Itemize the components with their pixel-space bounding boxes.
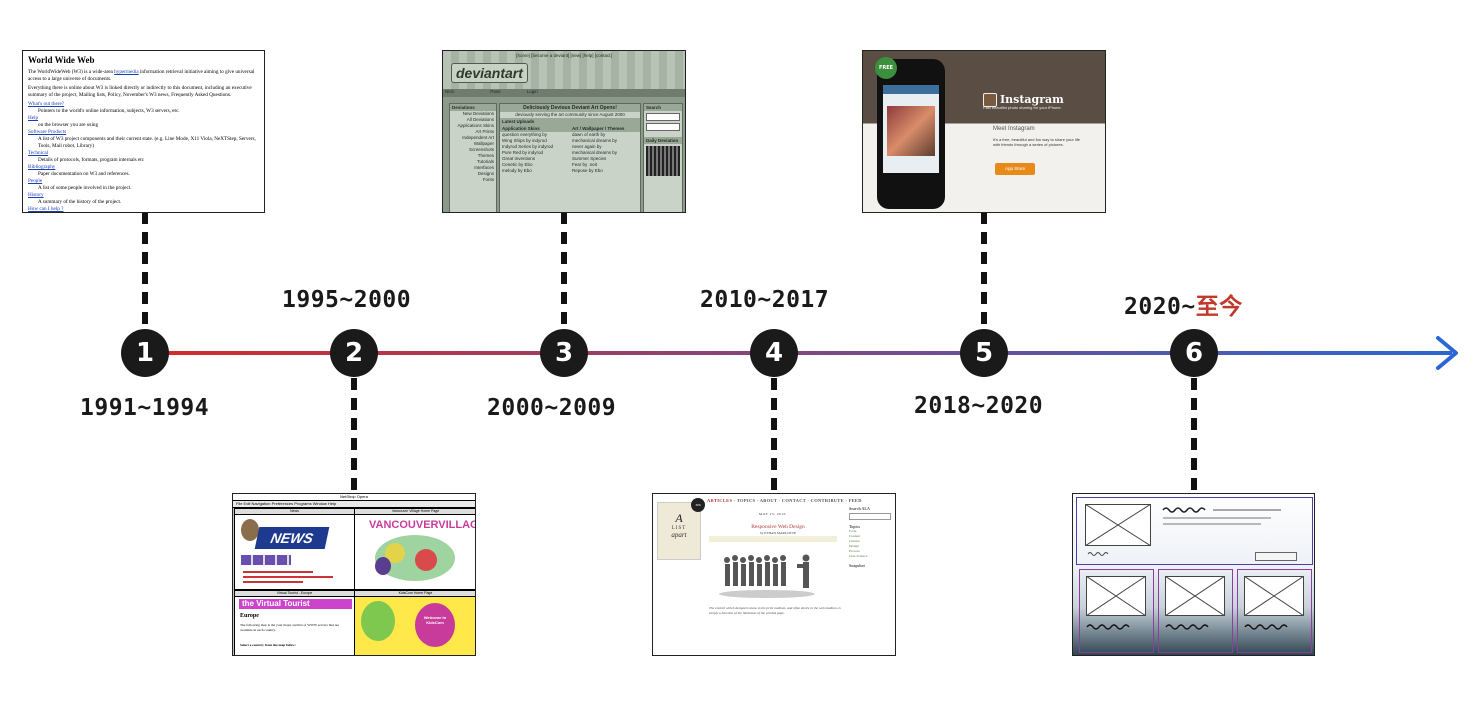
virtual-tourist-banner: the Virtual Tourist <box>239 599 352 609</box>
europe-heading: Europe <box>240 613 259 619</box>
deviant-nav: [home] [become a deviant] [new] [help] [… <box>516 53 612 58</box>
era-label-2: 1995~2000 <box>282 287 412 313</box>
ala-sidebar: Search ALA Topics Code Content Culture D… <box>849 506 891 568</box>
www-item: How can I help ?If you would like to sup… <box>28 206 64 213</box>
deviant-logo: deviantart <box>451 63 528 83</box>
screenshot-instagram-2010: FREE Instagram Fast beautiful photo shar… <box>862 50 1106 213</box>
node-2: 2 <box>330 329 378 377</box>
issue-badge: 306 <box>691 498 705 512</box>
www-item: Technical Details of protocols, formats, … <box>28 150 145 164</box>
www-item: Bibliography Paper documentation on W3 an… <box>28 164 130 178</box>
ala-date: MAY 25, 2010 <box>759 512 786 516</box>
www-item: What's out there? Pointers to the world's… <box>28 101 180 115</box>
era-label-6: 2020~至今 <box>1124 287 1243 321</box>
era-label-4: 2010~2017 <box>700 287 830 313</box>
news-logo: NEWS <box>254 527 330 549</box>
era-label-6-years: 2020~ <box>1124 294 1196 320</box>
tour-text: The following map is the your major and … <box>240 623 340 632</box>
ala-logo-panel: A LIST apart <box>657 502 701 560</box>
node-5-number: 5 <box>974 338 994 368</box>
screenshot-browser-1995: NetShop Opera File Edit Navigation Prefe… <box>232 493 476 656</box>
ala-illustration <box>719 554 815 598</box>
node-1-number: 1 <box>135 338 155 368</box>
deviant-main-column: Deliciously Devious Deviant Art Opens! d… <box>499 103 641 212</box>
era-label-3: 2000~2009 <box>487 395 617 421</box>
deviant-left-column: Deviations New Deviations All Deviations… <box>449 103 497 212</box>
era-label-6-present: 至今 <box>1195 294 1243 320</box>
www-title: World Wide Web <box>28 55 95 65</box>
www-item: People A list of some people involved in … <box>28 178 132 192</box>
deviant-login-bar: Nick: Pass: Login <box>443 89 685 97</box>
screenshot-wireframe-2020 <box>1072 493 1315 656</box>
instagram-meet: Meet Instagram <box>993 126 1035 132</box>
screenshot-www-1991: World Wide Web The WorldWideWeb (W3) is … <box>22 50 265 213</box>
wireframe-image-placeholder <box>1085 504 1151 546</box>
wireframe-header-block <box>1076 497 1313 565</box>
kidscom-logo: Welcome to KidsCom <box>423 615 447 625</box>
wireframe-card <box>1237 569 1312 653</box>
node-1: 1 <box>121 329 169 377</box>
timeline-arrowhead <box>1436 336 1458 370</box>
www-item: Help on the browser you are using <box>28 115 99 129</box>
node-5: 5 <box>960 329 1008 377</box>
app-store-button: App Store <box>995 163 1035 175</box>
camera-icon <box>983 93 997 107</box>
wireframe-text-scribble <box>1162 507 1281 525</box>
tour-select: Select a country from the map below: <box>240 643 296 647</box>
node-3: 3 <box>540 329 588 377</box>
ala-byline: by ETHAN MARCOTTE <box>759 531 797 535</box>
virtual-tourist-window: Virtual Tourist - Europe the Virtual Tou… <box>234 590 355 655</box>
instagram-tagline: Fast beautiful photo sharing for your iP… <box>983 105 1062 110</box>
wireframe-button-placeholder <box>1255 552 1297 561</box>
node-3-number: 3 <box>554 338 574 368</box>
www-intro: The WorldWideWeb (W3) is a wide-area hyp… <box>28 69 255 83</box>
era-label-1: 1991~1994 <box>80 395 210 421</box>
node-6: 6 <box>1170 329 1218 377</box>
phone-screen <box>883 85 939 173</box>
free-badge: FREE <box>875 57 897 79</box>
node-2-number: 2 <box>344 338 364 368</box>
www-item-list: What's out there? Pointers to the world's… <box>28 101 259 213</box>
wireframe-small-scribble <box>1087 552 1109 556</box>
ala-article-title: Responsive Web Design <box>751 524 805 530</box>
www-item: History A summary of the history of the p… <box>28 192 122 206</box>
www-para2: Everything there is online about W3 is l… <box>28 85 252 99</box>
wireframe-card <box>1079 569 1154 653</box>
www-item: Software Products A list of W3 project co… <box>28 129 256 150</box>
ala-caption-bar <box>709 536 837 542</box>
era-label-5: 2018~2020 <box>914 393 1044 419</box>
ala-quote: The control which designers know in the … <box>709 606 841 615</box>
node-4-number: 4 <box>764 338 784 368</box>
deviant-header: [home] [become a deviant] [new] [help] [… <box>443 51 685 89</box>
kidscom-window: KidsCom Home Page Welcome to KidsCom <box>354 590 475 655</box>
vancouver-window: Vancouver Village Home Page VANCOUVERVIL… <box>354 508 476 590</box>
node-4: 4 <box>750 329 798 377</box>
screenshot-deviantart-2000: [home] [become a deviant] [new] [help] [… <box>442 50 686 213</box>
deviant-right-column: Search Daily Deviation <box>643 103 683 212</box>
vancouver-logo: VANCOUVERVILLAGE <box>369 519 476 531</box>
browser-titlebar: NetShop Opera <box>233 494 475 501</box>
news-window: News NEWS <box>234 508 355 590</box>
node-6-number: 6 <box>1184 338 1204 368</box>
wireframe-card <box>1158 569 1233 653</box>
ala-nav: ARTICLES · TOPICS · ABOUT · CONTACT · CO… <box>707 498 862 503</box>
instagram-brand: Instagram <box>983 93 1064 107</box>
browser-menubar: File Edit Navigation Preferences Program… <box>233 501 475 508</box>
screenshot-alistapart-2010: A LIST apart 306 ARTICLES · TOPICS · ABO… <box>652 493 896 656</box>
iphone-mockup <box>877 59 945 209</box>
instagram-desc: It's a free, beautiful and fun way to sh… <box>993 137 1081 147</box>
